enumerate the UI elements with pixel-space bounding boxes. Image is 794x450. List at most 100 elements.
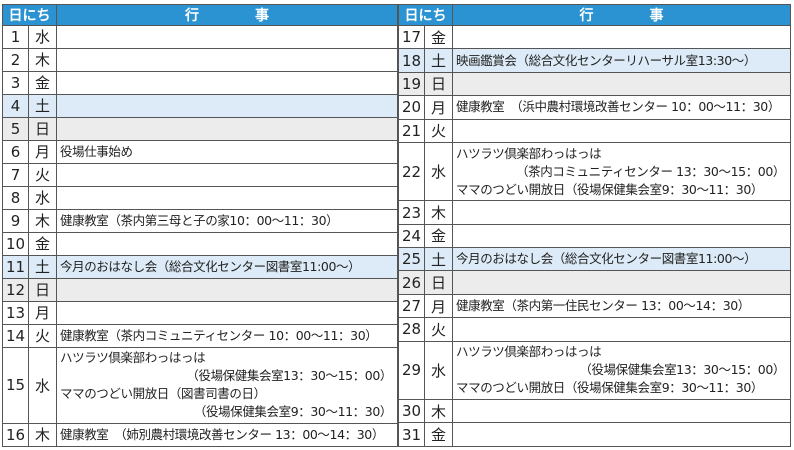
event-cell	[56, 277, 398, 302]
weekday: 金	[28, 70, 57, 95]
day-row: 29 水ハツラツ倶楽部わっはっは （役場保健集会室13：30～15：00） ママのつど…	[398, 340, 791, 401]
event-cell: 健康教室（茶内コミュニティセンター 10：00～11：30）	[56, 323, 398, 348]
event-cell	[452, 200, 791, 225]
day-number: 25	[398, 247, 425, 272]
event-line: （茶内コミュニティセンター 13：30～15：00）	[516, 163, 785, 179]
day-number: 15	[2, 346, 29, 424]
weekday: 土	[424, 247, 453, 272]
weekday: 月	[424, 293, 453, 319]
day-number: 28	[398, 317, 425, 342]
weekday: 月	[28, 139, 57, 164]
day-row: 15 水ハツラツ倶楽部わっはっは （役場保健集会室13：30～15：00） ママのつど…	[2, 346, 398, 424]
day-row: 25 土今月のおはなし会（総合文化センター図書室11:00～）	[398, 247, 791, 272]
day-number: 19	[398, 71, 425, 97]
day-row: 28 火	[398, 317, 791, 342]
event-line: ママのつどい開放日（図書司書の日）	[60, 386, 266, 402]
event-cell: 映画鑑賞会（総合文化センターリハーサル室13:30～）	[452, 48, 791, 73]
event-cell	[56, 47, 398, 72]
weekday: 土	[28, 93, 57, 118]
event-line: 健康教室（茶内コミュニティセンター 10：00～11：30）	[60, 327, 378, 343]
day-row: 9 木健康教室（茶内第三母と子の家10：00～11：30）	[2, 208, 398, 233]
event-line: 今月のおはなし会（総合文化センター図書室11:00～）	[60, 258, 361, 274]
event-line: ハツラツ倶楽部わっはっは	[456, 344, 602, 360]
day-number: 18	[398, 48, 425, 73]
event-cell: ハツラツ倶楽部わっはっは （役場保健集会室13：30～15：00） ママのつどい開放…	[56, 346, 398, 424]
day-number: 23	[398, 200, 425, 225]
event-line: ハツラツ倶楽部わっはっは	[456, 145, 602, 161]
event-line: 映画鑑賞会（総合文化センターリハーサル室13:30～）	[456, 52, 756, 68]
day-number: 27	[398, 293, 425, 319]
schedule-table: 日にち行 事 17 金 18 土映画鑑賞会（総合文化センターリハーサル室13:30～） 1…	[398, 4, 791, 447]
weekday: 水	[28, 185, 57, 210]
day-number: 8	[2, 185, 29, 210]
day-number: 30	[398, 399, 425, 424]
weekday: 木	[28, 208, 57, 233]
event-cell	[56, 25, 398, 49]
day-row: 26 日	[398, 270, 791, 295]
day-number: 29	[398, 340, 425, 401]
weekday: 金	[424, 422, 453, 447]
day-row: 17 金	[398, 24, 791, 50]
weekday: 土	[28, 254, 57, 279]
event-cell	[452, 422, 791, 447]
weekday: 水	[28, 25, 57, 49]
header-row: 日にち行 事	[2, 4, 398, 26]
event-cell: 今月のおはなし会（総合文化センター図書室11:00～）	[56, 254, 398, 279]
event-cell	[452, 270, 791, 295]
day-number: 14	[2, 323, 29, 348]
header-cell: 行 事	[56, 4, 398, 26]
event-cell	[56, 231, 398, 256]
weekday: 土	[424, 48, 453, 73]
day-row: 13 月	[2, 300, 398, 325]
event-cell	[452, 399, 791, 424]
day-number: 3	[2, 70, 29, 95]
event-cell: 健康教室（茶内第一住民センター 13：00～14：30）	[452, 293, 791, 319]
day-row: 31 金	[398, 422, 791, 447]
day-number: 12	[2, 277, 29, 302]
day-row: 6 月役場仕事始め	[2, 139, 398, 164]
day-number: 7	[2, 162, 29, 187]
event-line: ママのつどい開放日（役場保健集会室9：30～11：30）	[456, 181, 763, 197]
weekday: 火	[424, 118, 453, 143]
day-row: 23 木	[398, 200, 791, 225]
weekday: 月	[28, 300, 57, 325]
day-row: 11 土今月のおはなし会（総合文化センター図書室11:00～）	[2, 254, 398, 279]
event-line: （役場保健集会室9：30～11：30）	[193, 404, 392, 420]
day-number: 2	[2, 47, 29, 72]
day-row: 27 月健康教室（茶内第一住民センター 13：00～14：30）	[398, 293, 791, 319]
day-row: 30 木	[398, 399, 791, 424]
day-number: 4	[2, 93, 29, 118]
event-line: 健康教室 （姉別農村環境改善センター 13：00～14：30）	[60, 426, 384, 442]
event-line: 健康教室（茶内第一住民センター 13：00～14：30）	[456, 298, 750, 314]
event-cell	[452, 24, 791, 50]
day-number: 5	[2, 116, 29, 141]
event-cell: 今月のおはなし会（総合文化センター図書室11:00～）	[452, 247, 791, 272]
weekday: 水	[28, 346, 57, 424]
event-cell: 健康教室（茶内第三母と子の家10：00～11：30）	[56, 208, 398, 233]
day-number: 31	[398, 422, 425, 447]
day-number: 6	[2, 139, 29, 164]
event-cell: ハツラツ倶楽部わっはっは （茶内コミュニティセンター 13：30～15：00） ママ…	[452, 141, 791, 202]
weekday: 金	[424, 24, 453, 50]
day-row: 10 金	[2, 231, 398, 256]
event-cell	[56, 93, 398, 118]
weekday: 木	[424, 200, 453, 225]
event-cell	[452, 317, 791, 342]
header-cell: 行 事	[452, 4, 791, 26]
event-line: 健康教室（茶内第三母と子の家10：00～11：30）	[60, 212, 339, 228]
weekday: 木	[28, 47, 57, 72]
weekday: 木	[28, 422, 57, 448]
header-cell: 日にち	[2, 4, 57, 26]
event-line: ママのつどい開放日（役場保健集会室9：30～11：30）	[456, 380, 763, 396]
day-number: 9	[2, 208, 29, 233]
schedule-table: 日にち行 事 1 水 2 木 3 金 4 土 5 日 6 月役場仕事始め 7 火 8 水 9 木健康教室（茶内第三母…	[2, 4, 398, 448]
day-number: 17	[398, 24, 425, 50]
day-number: 20	[398, 95, 425, 120]
